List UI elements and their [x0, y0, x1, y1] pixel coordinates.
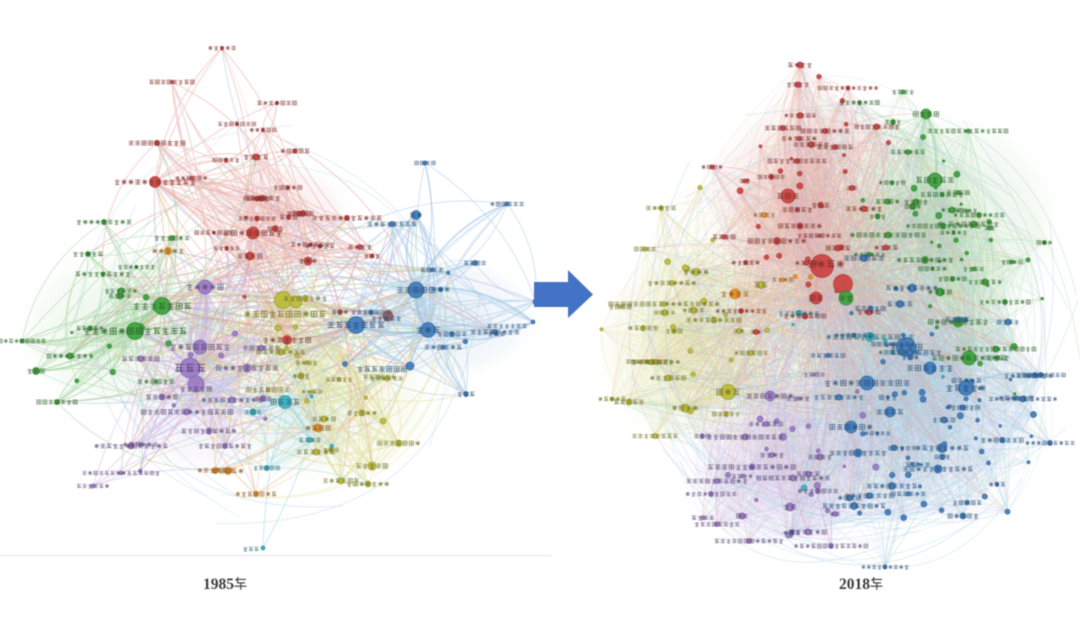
svg-text:1985: 1985 — [203, 576, 234, 593]
svg-text:2018: 2018 — [839, 576, 870, 593]
